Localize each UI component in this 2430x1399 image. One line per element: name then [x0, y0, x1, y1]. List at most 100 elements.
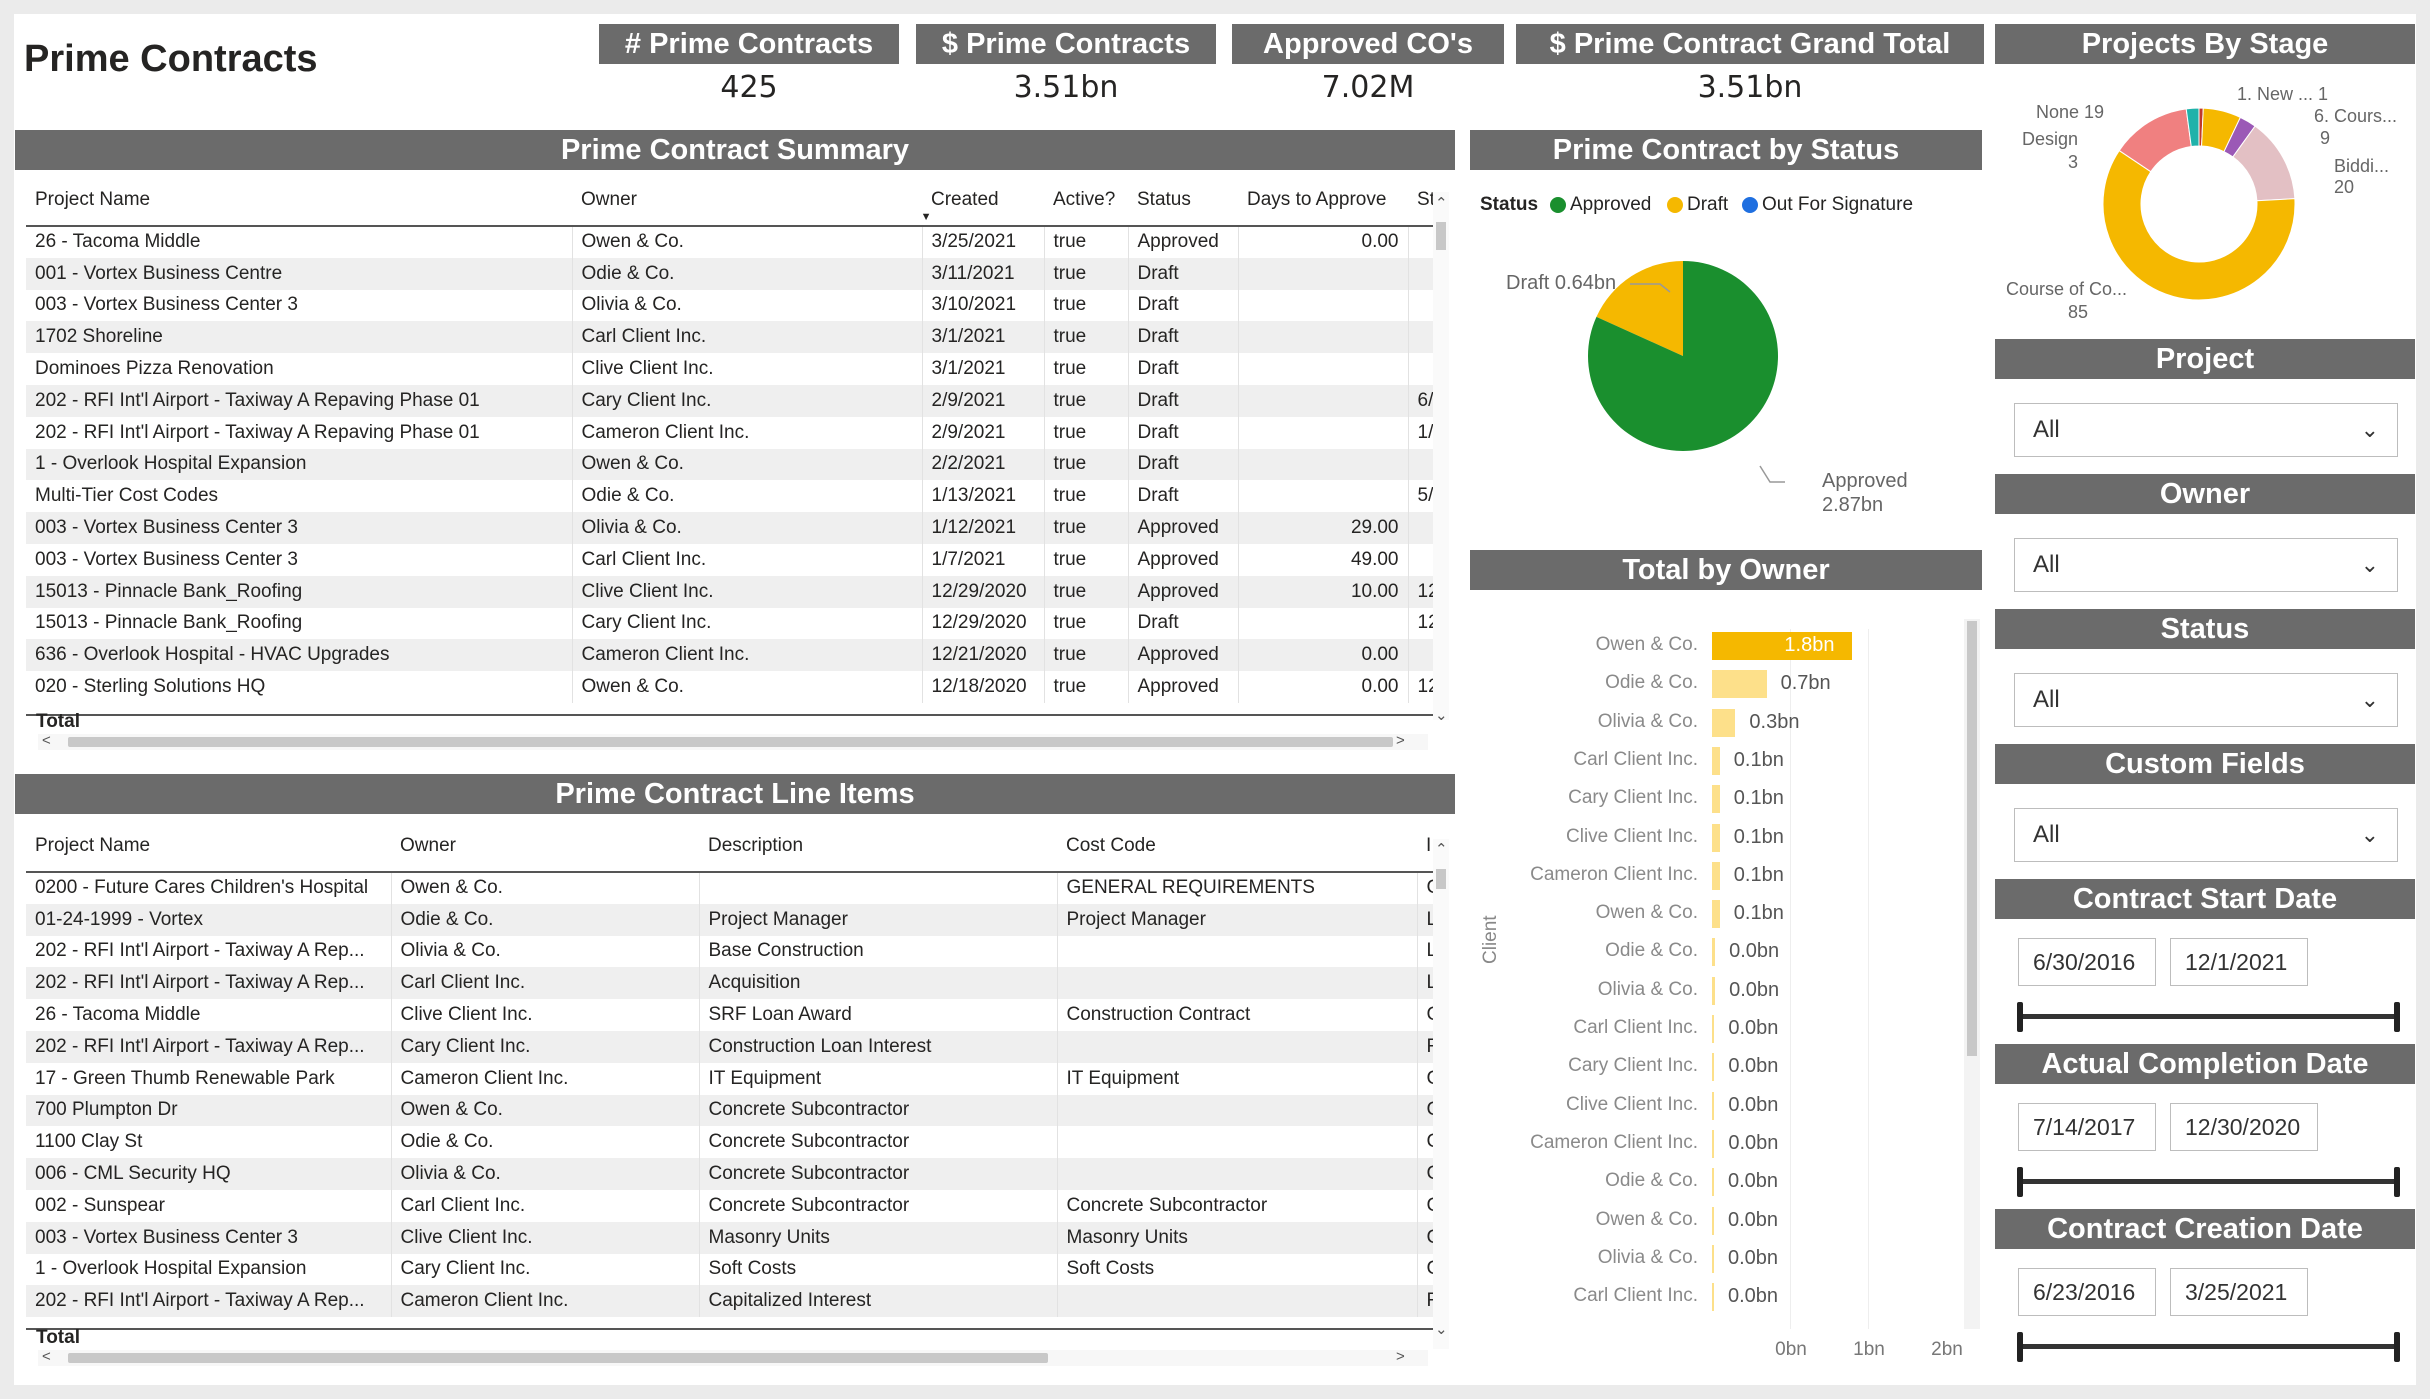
- summary-column-header[interactable]: Days to Approve: [1238, 174, 1408, 227]
- summary-scroll-right-arrow[interactable]: >: [1396, 732, 1405, 749]
- line-items-horizontal-scroll-thumb[interactable]: [68, 1353, 1048, 1363]
- line-items-horizontal-scrollbar[interactable]: [38, 1350, 1428, 1366]
- owner-bar[interactable]: [1712, 1015, 1715, 1043]
- line-items-vertical-scroll-thumb[interactable]: [1436, 869, 1446, 889]
- summary-row[interactable]: 1 - Overlook Hospital Expansion Owen & Co…: [26, 448, 1441, 481]
- sort-descending-icon[interactable]: ▼: [922, 211, 932, 223]
- summary-row[interactable]: Dominoes Pizza Renovation Clive Client In…: [26, 353, 1441, 385]
- pie-slice-approved[interactable]: [1588, 261, 1778, 451]
- line-items-row[interactable]: 01-24-1999 - Vortex Odie & Co. Project Man…: [26, 903, 1441, 936]
- line-items-column-header[interactable]: Owner: [391, 820, 699, 873]
- owner-bar[interactable]: [1712, 823, 1720, 852]
- donut-slice-course-of-co[interactable]: [2102, 149, 2296, 301]
- actual-completion-slider-handle-min[interactable]: [2017, 1167, 2023, 1197]
- summary-column-header[interactable]: Project Name: [26, 174, 572, 227]
- contract-start-range-slider[interactable]: [2018, 1014, 2398, 1019]
- line-items-row[interactable]: 202 - RFI Int'l Airport - Taxiway A Rep.…: [26, 967, 1441, 1000]
- summary-scroll-down-arrow[interactable]: ⌄: [1435, 707, 1448, 724]
- owner-bar[interactable]: [1712, 1168, 1714, 1197]
- line-items-row[interactable]: 26 - Tacoma Middle Clive Client Inc. SRF L…: [26, 999, 1441, 1031]
- line-items-scroll-up-arrow[interactable]: ⌃: [1435, 841, 1448, 858]
- line-items-vertical-scrollbar[interactable]: [1433, 839, 1449, 1349]
- summary-scroll-up-arrow[interactable]: ⌃: [1435, 195, 1448, 212]
- line-items-row[interactable]: 1100 Clay St Odie & Co. Concrete Subcontra…: [26, 1126, 1441, 1159]
- line-items-scroll-right-arrow[interactable]: >: [1396, 1348, 1405, 1365]
- summary-row[interactable]: 001 - Vortex Business Centre Odie & Co. 3/…: [26, 257, 1441, 290]
- line-items-column-header[interactable]: Project Name: [26, 820, 391, 873]
- line-items-row[interactable]: 1 - Overlook Hospital Expansion Cary Clie…: [26, 1253, 1441, 1286]
- line-items-row[interactable]: 002 - Sunspear Carl Client Inc. Concrete S…: [26, 1189, 1441, 1222]
- owner-bar[interactable]: [1712, 746, 1720, 775]
- owner-slicer-dropdown[interactable]: All ⌄: [2014, 538, 2398, 592]
- line-items-row[interactable]: 202 - RFI Int'l Airport - Taxiway A Rep.…: [26, 1030, 1441, 1063]
- owner-bar[interactable]: [1712, 900, 1720, 929]
- summary-row[interactable]: 15013 - Pinnacle Bank_Roofing Clive Clien…: [26, 575, 1441, 608]
- contract-start-to-input[interactable]: 12/1/2021: [2170, 938, 2308, 986]
- owner-bar[interactable]: [1712, 1091, 1715, 1120]
- line-items-scroll-down-arrow[interactable]: ⌄: [1435, 1321, 1448, 1338]
- owner-bar[interactable]: [1712, 785, 1720, 814]
- contract-creation-slider-handle-max[interactable]: [2394, 1332, 2400, 1362]
- owner-bar[interactable]: [1712, 632, 1853, 660]
- status-slicer-dropdown[interactable]: All ⌄: [2014, 673, 2398, 727]
- actual-completion-range-slider[interactable]: [2018, 1179, 2398, 1184]
- summary-row[interactable]: 15013 - Pinnacle Bank_Roofing Cary Client…: [26, 607, 1441, 640]
- summary-column-header[interactable]: Status: [1128, 174, 1238, 227]
- summary-row[interactable]: 020 - Sterling Solutions HQ Owen & Co. 12/…: [26, 671, 1441, 703]
- contract-start-slider-handle-max[interactable]: [2394, 1002, 2400, 1032]
- contract-start-from-input[interactable]: 6/30/2016: [2018, 938, 2156, 986]
- owner-bar[interactable]: [1712, 861, 1720, 890]
- line-items-row[interactable]: 0200 - Future Cares Children's Hospital O…: [26, 872, 1441, 904]
- summary-column-header[interactable]: Created▼: [922, 174, 1044, 227]
- summary-row[interactable]: Multi-Tier Cost Codes Odie & Co. 1/13/2021…: [26, 480, 1441, 513]
- custom-fields-slicer-dropdown[interactable]: All ⌄: [2014, 808, 2398, 862]
- contract-start-slider-handle-min[interactable]: [2017, 1002, 2023, 1032]
- summary-horizontal-scroll-thumb[interactable]: [68, 737, 1393, 747]
- owner-bar[interactable]: [1712, 1053, 1715, 1082]
- donut-slice-design[interactable]: [2185, 107, 2200, 148]
- summary-row[interactable]: 1702 Shoreline Carl Client Inc. 3/1/2021 tr…: [26, 321, 1441, 354]
- summary-column-header[interactable]: Active?: [1044, 174, 1128, 227]
- summary-row[interactable]: 26 - Tacoma Middle Owen & Co. 3/25/2021 tru…: [26, 226, 1441, 258]
- contract-creation-from-input[interactable]: 6/23/2016: [2018, 1268, 2156, 1316]
- owner-chart-scroll-thumb[interactable]: [1967, 621, 1977, 1056]
- actual-completion-to-input[interactable]: 12/30/2020: [2170, 1103, 2318, 1151]
- contract-creation-to-input[interactable]: 3/25/2021: [2170, 1268, 2308, 1316]
- summary-vertical-scrollbar[interactable]: [1433, 192, 1449, 720]
- status-legend-approved[interactable]: Approved: [1550, 194, 1651, 216]
- owner-chart-scrollbar[interactable]: [1964, 619, 1980, 1329]
- line-items-column-header[interactable]: Description: [699, 820, 1057, 873]
- summary-row[interactable]: 003 - Vortex Business Center 3 Olivia & C…: [26, 512, 1441, 544]
- contract-creation-range-slider[interactable]: [2018, 1344, 2398, 1349]
- summary-row[interactable]: 202 - RFI Int'l Airport - Taxiway A Repa…: [26, 416, 1441, 449]
- line-items-row[interactable]: 202 - RFI Int'l Airport - Taxiway A Rep.…: [26, 935, 1441, 968]
- owner-bar[interactable]: [1712, 1283, 1714, 1312]
- owner-bar[interactable]: [1712, 1244, 1714, 1273]
- owner-bar[interactable]: [1712, 976, 1716, 1005]
- contract-creation-slider-handle-min[interactable]: [2017, 1332, 2023, 1362]
- summary-vertical-scroll-thumb[interactable]: [1436, 222, 1446, 250]
- owner-bar[interactable]: [1712, 670, 1767, 699]
- summary-column-header[interactable]: Owner: [572, 174, 922, 227]
- owner-bar[interactable]: [1712, 938, 1716, 967]
- summary-row[interactable]: 003 - Vortex Business Center 3 Carl Clien…: [26, 543, 1441, 576]
- summary-row[interactable]: 003 - Vortex Business Center 3 Olivia & C…: [26, 289, 1441, 322]
- project-slicer-dropdown[interactable]: All ⌄: [2014, 403, 2398, 457]
- owner-bar[interactable]: [1712, 708, 1736, 737]
- status-legend-out-for-signature[interactable]: Out For Signature: [1742, 194, 1913, 216]
- summary-scroll-left-arrow[interactable]: <: [42, 732, 51, 749]
- line-items-row[interactable]: 006 - CML Security HQ Olivia & Co. Concret…: [26, 1158, 1441, 1190]
- summary-horizontal-scrollbar[interactable]: [38, 734, 1428, 750]
- owner-bar[interactable]: [1712, 1206, 1714, 1235]
- line-items-row[interactable]: 17 - Green Thumb Renewable Park Cameron C…: [26, 1062, 1441, 1095]
- summary-row[interactable]: 202 - RFI Int'l Airport - Taxiway A Repa…: [26, 384, 1441, 417]
- summary-row[interactable]: 636 - Overlook Hospital - HVAC Upgrades C…: [26, 639, 1441, 672]
- line-items-row[interactable]: 202 - RFI Int'l Airport - Taxiway A Rep.…: [26, 1285, 1441, 1318]
- actual-completion-from-input[interactable]: 7/14/2017: [2018, 1103, 2156, 1151]
- line-items-row[interactable]: 003 - Vortex Business Center 3 Clive Clie…: [26, 1221, 1441, 1254]
- line-items-row[interactable]: 700 Plumpton Dr Owen & Co. Concrete Subcon…: [26, 1094, 1441, 1127]
- actual-completion-slider-handle-max[interactable]: [2394, 1167, 2400, 1197]
- line-items-scroll-left-arrow[interactable]: <: [42, 1348, 51, 1365]
- status-legend-draft[interactable]: Draft: [1667, 194, 1728, 216]
- owner-bar[interactable]: [1712, 1129, 1715, 1158]
